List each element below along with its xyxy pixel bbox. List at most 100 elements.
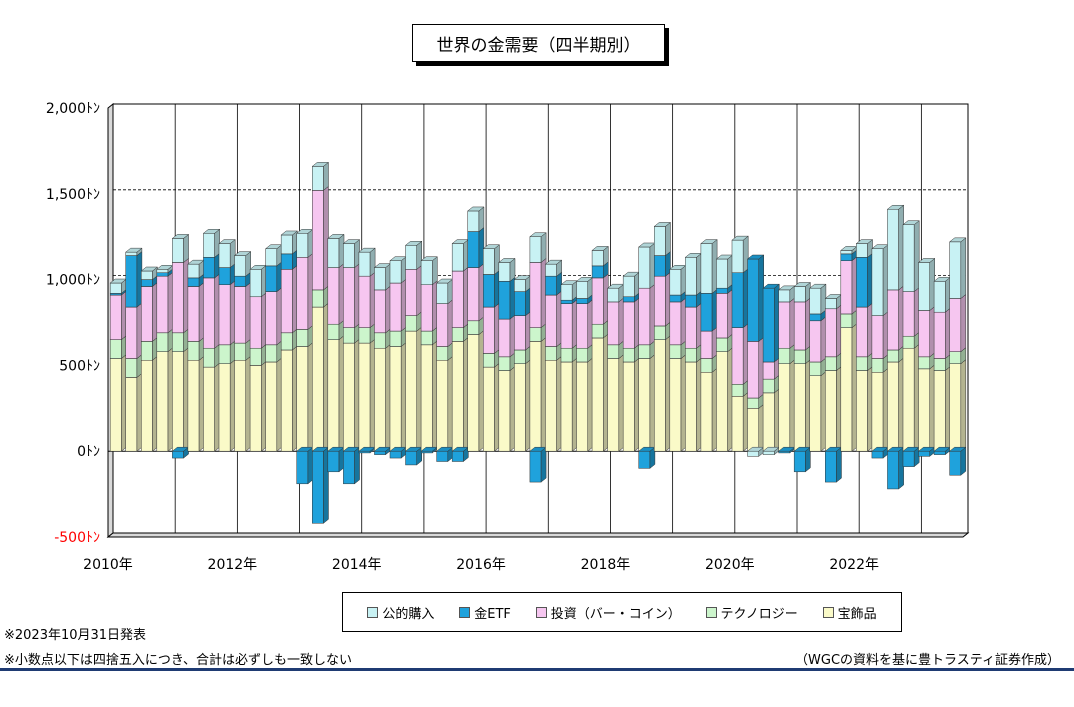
bar-investment-2017Q1-front xyxy=(545,294,557,347)
bar-investment-2011Q4-front xyxy=(218,284,231,346)
bar-investment-2023Q2-front xyxy=(933,311,946,359)
bar-etf-2019Q1-front xyxy=(669,294,682,303)
bar-investment-2019Q2 xyxy=(684,302,703,349)
bar-jewelry-2016Q1-front xyxy=(483,366,495,452)
bar-jewelry-2011Q2-front xyxy=(187,360,200,452)
bar-investment-2011Q3 xyxy=(202,273,221,349)
bar-official-2016Q3-front xyxy=(514,279,526,292)
bar-official-2022Q1-top xyxy=(855,239,874,244)
bar-investment-2023Q1-front xyxy=(918,310,930,358)
bar-investment-2019Q4-front xyxy=(716,293,728,339)
bar-official-2022Q3-top xyxy=(886,204,905,210)
bar-official-2019Q1-front xyxy=(669,269,682,296)
bar-investment-2017Q4-front xyxy=(591,277,604,325)
bar-technology-2015Q2-front xyxy=(436,346,449,361)
bar-jewelry-2018Q3-front xyxy=(638,358,651,452)
bar-official-2017Q3 xyxy=(575,276,594,299)
bar-etf-2012Q4-front xyxy=(280,253,293,270)
bar-jewelry-2010Q2-front xyxy=(125,377,138,452)
bar-etf-2016Q2-front xyxy=(498,281,511,320)
bar-technology-2021Q4-front xyxy=(840,313,853,328)
bar-jewelry-2010Q4 xyxy=(156,347,174,452)
bar-jewelry-2014Q2 xyxy=(373,343,392,452)
bar-jewelry-2021Q4 xyxy=(840,323,858,452)
bar-investment-2011Q3-front xyxy=(203,277,215,349)
bar-jewelry-2016Q4 xyxy=(529,336,547,452)
bar-etf-2010Q2-front xyxy=(125,255,138,308)
bar-official-2012Q1-front xyxy=(234,255,246,277)
bar-jewelry-2013Q1-front xyxy=(296,346,309,452)
bar-jewelry-2023Q3 xyxy=(948,359,967,452)
x-tick-label: 2016年 xyxy=(456,557,506,573)
bar-official-2018Q1 xyxy=(606,283,625,303)
bar-investment-2016Q4-front xyxy=(529,262,542,328)
y-tick-label: -500ﾄﾝ xyxy=(54,530,100,546)
bar-etf-2020Q3 xyxy=(762,283,780,363)
bar-investment-2013Q4-front xyxy=(343,267,355,328)
bar-official-2016Q2-front xyxy=(498,262,511,282)
bar-jewelry-2020Q1 xyxy=(731,391,749,452)
bar-jewelry-2012Q1-front xyxy=(234,360,246,452)
bar-etf-2019Q4-front xyxy=(716,287,728,294)
bar-jewelry-2016Q3-front xyxy=(514,363,526,452)
bar-etf-2022Q3 xyxy=(886,446,905,490)
bar-etf-2011Q3-front xyxy=(203,257,215,279)
bar-jewelry-2010Q3-front xyxy=(141,360,153,452)
bar-official-2018Q4-side xyxy=(665,221,671,257)
bar-investment-2014Q2 xyxy=(373,285,392,334)
legend-label-technology: テクノロジー xyxy=(720,606,798,622)
bar-official-2011Q1 xyxy=(171,233,190,263)
bar-investment-2015Q2 xyxy=(435,299,454,348)
bar-investment-2013Q3-front xyxy=(327,267,340,325)
bar-official-2016Q1 xyxy=(482,244,501,275)
bar-jewelry-2011Q3-front xyxy=(203,366,215,452)
bar-jewelry-2014Q4-front xyxy=(405,330,417,452)
bar-official-2010Q4-front xyxy=(156,269,169,273)
bar-etf-2020Q3-top xyxy=(762,283,780,289)
bar-official-2012Q3 xyxy=(264,244,283,267)
x-tick-label: 2012年 xyxy=(208,557,258,573)
bar-investment-2014Q4 xyxy=(404,264,423,317)
bar-technology-2020Q4-front xyxy=(778,347,791,364)
bar-etf-2022Q1-front xyxy=(856,257,868,308)
bar-jewelry-2018Q2-front xyxy=(622,361,635,452)
bar-investment-2017Q2 xyxy=(560,299,578,349)
bar-investment-2019Q3 xyxy=(700,326,718,360)
bar-etf-2021Q1-front xyxy=(793,450,806,473)
bar-official-2022Q3-front xyxy=(887,208,899,291)
bar-technology-2020Q3-front xyxy=(762,378,775,394)
bar-technology-2017Q1-front xyxy=(545,346,557,361)
bar-technology-2012Q3-front xyxy=(265,344,278,363)
bar-jewelry-2019Q1 xyxy=(669,354,687,452)
bar-investment-2018Q4-front xyxy=(654,275,666,327)
bar-investment-2018Q4 xyxy=(653,271,672,327)
bar-official-2011Q4 xyxy=(218,239,236,269)
bar-official-2010Q2 xyxy=(125,247,143,257)
bar-investment-2013Q1 xyxy=(296,252,314,330)
bar-investment-2018Q2-front xyxy=(622,301,635,349)
chart-title: 世界の金需要（四半期別） xyxy=(412,24,665,62)
bar-official-2023Q3-top xyxy=(948,237,967,243)
bar-official-2015Q1-top xyxy=(420,256,438,261)
bar-jewelry-2016Q4-front xyxy=(529,341,542,452)
bar-technology-2021Q3-front xyxy=(825,356,837,371)
bar-jewelry-2020Q4-front xyxy=(778,363,791,452)
bar-official-2020Q1-top xyxy=(731,235,749,241)
bar-jewelry-2023Q3-front xyxy=(949,363,962,452)
bar-etf-2021Q3-front xyxy=(825,450,837,483)
bar-etf-2023Q1 xyxy=(917,446,936,457)
bar-etf-2023Q2-front xyxy=(933,450,946,455)
bar-official-2010Q2-top xyxy=(125,247,143,253)
bar-official-2013Q4-top xyxy=(342,239,361,244)
bar-etf-2019Q3 xyxy=(700,288,718,332)
bar-official-2012Q4-front xyxy=(280,234,293,255)
bar-official-2022Q3 xyxy=(886,204,905,291)
bar-etf-2020Q2-front xyxy=(747,258,759,342)
bar-investment-2022Q2 xyxy=(871,311,889,360)
bar-official-2020Q1 xyxy=(731,235,749,274)
bar-jewelry-2018Q3 xyxy=(638,354,656,452)
bar-official-2015Q1 xyxy=(420,256,438,286)
bar-jewelry-2011Q4-front xyxy=(218,363,231,452)
legend-label-official: 公的購入 xyxy=(382,606,435,622)
bar-investment-2021Q1 xyxy=(793,297,812,351)
